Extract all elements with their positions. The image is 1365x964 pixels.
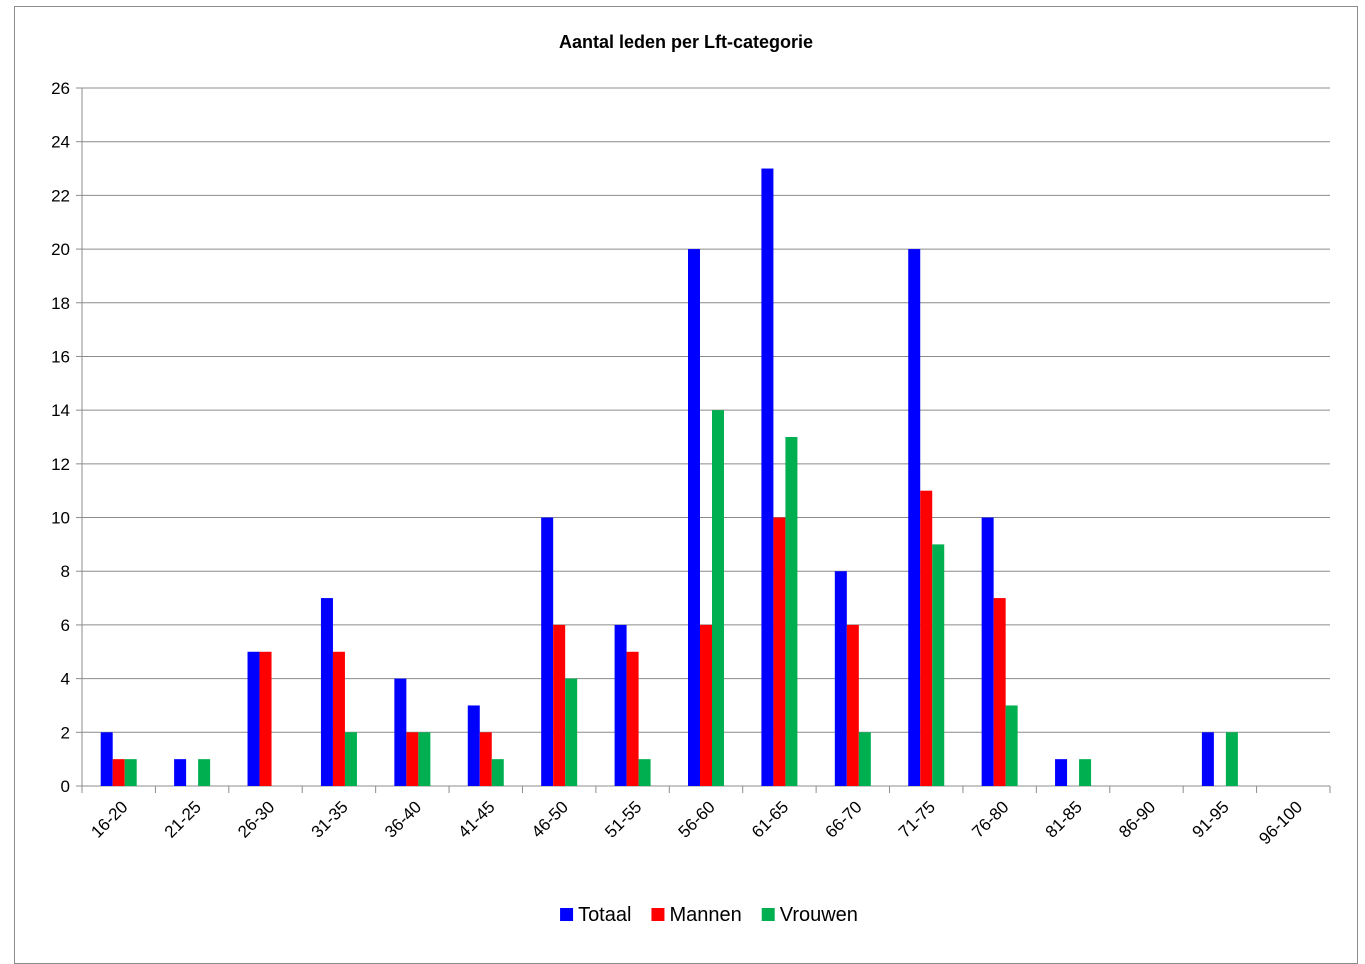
bar-mannen-31-35: [332, 651, 345, 786]
x-tick-label: 51-55: [601, 797, 645, 841]
y-tick-label: 10: [51, 509, 70, 528]
x-tick-label: 41-45: [454, 797, 498, 841]
y-tick-label: 24: [51, 133, 70, 152]
x-tick-label: 96-100: [1255, 797, 1306, 848]
legend-swatch-mannen: [651, 908, 665, 921]
y-tick-label: 4: [61, 670, 70, 689]
bar-mannen-61-65: [773, 517, 786, 786]
bar-mannen-51-55: [626, 651, 639, 786]
y-tick-label: 6: [61, 616, 70, 635]
legend-swatch-vrouwen: [761, 908, 775, 921]
bar-totaal-66-70: [834, 571, 847, 786]
x-tick-label: 76-80: [968, 797, 1012, 841]
x-tick-label: 36-40: [381, 797, 425, 841]
bar-mannen-66-70: [846, 624, 859, 786]
bar-totaal-26-30: [247, 651, 260, 786]
bar-totaal-61-65: [761, 168, 774, 787]
chart-title: Aantal leden per Lft-categorie: [558, 32, 814, 52]
bar-vrouwen-61-65: [785, 437, 798, 786]
bar-totaal-81-85: [1055, 759, 1068, 786]
bar-mannen-71-75: [920, 490, 933, 786]
bar-mannen-56-60: [700, 624, 712, 786]
bar-vrouwen-71-75: [932, 544, 945, 786]
bar-mannen-76-80: [993, 598, 1006, 786]
bar-vrouwen-31-35: [344, 732, 357, 786]
x-tick-label: 91-95: [1189, 797, 1233, 841]
bar-totaal-51-55: [614, 624, 627, 786]
legend-label-totaal: Totaal: [578, 904, 631, 926]
x-tick-label: 86-90: [1115, 797, 1159, 841]
bar-totaal-46-50: [541, 517, 554, 786]
bar-totaal-31-35: [320, 598, 333, 786]
bar-totaal-71-75: [908, 249, 921, 787]
legend-label-vrouwen: Vrouwen: [780, 904, 858, 926]
x-tick-label: 66-70: [821, 797, 865, 841]
bar-totaal-41-45: [467, 705, 480, 786]
bar-mannen-36-40: [406, 732, 419, 786]
bar-totaal-76-80: [981, 517, 994, 786]
x-tick-label: 71-75: [895, 797, 939, 841]
x-tick-label: 61-65: [748, 797, 792, 841]
bar-vrouwen-76-80: [1005, 705, 1018, 786]
legend: Totaal Mannen Vrouwen: [560, 904, 858, 926]
bar-vrouwen-46-50: [565, 678, 578, 786]
bar-mannen-46-50: [553, 624, 566, 786]
bar-totaal-21-25: [174, 759, 187, 786]
x-tick-label: 31-35: [308, 797, 352, 841]
bar-vrouwen-16-20: [124, 759, 137, 786]
y-tick-label: 12: [51, 455, 70, 474]
x-tick-label: 81-85: [1042, 797, 1086, 841]
y-tick-label: 2: [61, 723, 70, 742]
bar-totaal-56-60: [688, 249, 700, 787]
chart-frame: [14, 6, 1358, 964]
legend-label-mannen: Mannen: [669, 904, 741, 926]
bar-vrouwen-41-45: [491, 759, 504, 786]
bar-vrouwen-21-25: [198, 759, 211, 786]
x-tick-label: 56-60: [675, 797, 719, 841]
bar-vrouwen-66-70: [858, 732, 871, 786]
bars: [100, 168, 1238, 787]
y-tick-label: 22: [51, 186, 70, 205]
y-tick-label: 26: [51, 79, 70, 98]
y-tick-label: 8: [61, 562, 70, 581]
bar-mannen-26-30: [259, 651, 272, 786]
bar-mannen-16-20: [112, 759, 125, 786]
bar-vrouwen-56-60: [712, 410, 724, 786]
legend-swatch-totaal: [560, 908, 574, 921]
y-tick-label: 18: [51, 294, 70, 313]
x-tick-label: 26-30: [234, 797, 278, 841]
bar-vrouwen-51-55: [638, 759, 651, 786]
bar-totaal-36-40: [394, 678, 407, 786]
bar-totaal-16-20: [100, 732, 113, 786]
bar-vrouwen-36-40: [418, 732, 431, 786]
x-axis: 16-20 21-25 26-30 31-35 36-40 41-45 46-50 51-55…: [81, 785, 1331, 848]
y-tick-label: 14: [51, 401, 70, 420]
x-tick-label: 21-25: [161, 797, 205, 841]
gridlines: [82, 87, 1330, 733]
y-tick-label: 0: [61, 777, 70, 796]
bar-totaal-91-95: [1201, 732, 1214, 786]
y-tick-label: 20: [51, 240, 70, 259]
bar-vrouwen-91-95: [1225, 732, 1238, 786]
bar-mannen-41-45: [479, 732, 492, 786]
x-tick-label: 46-50: [528, 797, 572, 841]
bar-vrouwen-81-85: [1079, 759, 1092, 786]
x-tick-label: 16-20: [87, 797, 131, 841]
y-tick-label: 16: [51, 347, 70, 366]
